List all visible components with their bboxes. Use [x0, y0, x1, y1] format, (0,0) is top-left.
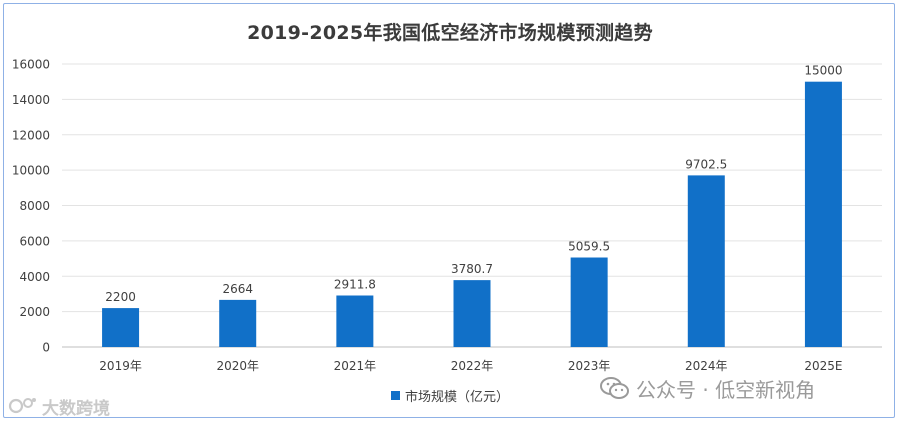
data-label: 2664	[222, 282, 253, 296]
x-tick-label: 2022年	[451, 359, 494, 373]
data-label: 2200	[105, 290, 136, 304]
watermark-right-text: 公众号 · 低空新视角	[636, 377, 816, 402]
chart-frame	[3, 3, 895, 418]
bars	[102, 81, 842, 347]
bar	[570, 257, 608, 347]
y-tick-label: 16000	[12, 58, 50, 72]
chart-title: 2019-2025年我国低空经济市场规模预测趋势	[247, 22, 653, 44]
y-tick-label: 10000	[12, 164, 50, 178]
data-label: 15000	[804, 64, 842, 78]
y-tick-label: 14000	[12, 93, 50, 107]
x-tick-label: 2019年	[99, 359, 142, 373]
y-tick-label: 2000	[19, 305, 50, 319]
bar	[687, 175, 725, 347]
y-tick-label: 6000	[19, 234, 50, 248]
legend-label: 市场规模（亿元）	[404, 390, 509, 405]
x-tick-label: 2024年	[685, 359, 728, 373]
y-axis-ticks: 0 2000 4000 6000 8000 10000 12000 14000 16000	[12, 58, 50, 355]
legend: 市场规模（亿元）	[0, 386, 900, 405]
data-labels: 2200 2664 2911.8 3780.7 5059.5 9702.5 15000	[105, 64, 842, 304]
y-tick-label: 4000	[19, 270, 50, 284]
bar	[336, 295, 374, 347]
brand-logo-icon	[8, 398, 36, 414]
y-tick-label: 12000	[12, 128, 50, 142]
y-tick-label: 0	[42, 341, 50, 355]
watermark-right: 公众号 · 低空新视角	[600, 375, 816, 402]
x-tick-label: 2020年	[216, 359, 259, 373]
x-tick-label: 2023年	[568, 359, 611, 373]
legend-swatch	[390, 391, 400, 400]
bar	[453, 280, 491, 347]
data-label: 9702.5	[685, 157, 727, 171]
bar	[219, 299, 257, 347]
bar	[102, 308, 140, 347]
wechat-icon	[600, 377, 629, 399]
data-label: 2911.8	[334, 277, 376, 291]
watermark-left-text: 大数跨境	[42, 398, 110, 419]
y-tick-label: 8000	[19, 199, 50, 213]
data-label: 3780.7	[451, 262, 493, 276]
watermark-left: 大数跨境	[8, 395, 110, 419]
x-tick-label: 2025E	[804, 359, 842, 373]
x-tick-label: 2021年	[334, 359, 377, 373]
bar	[804, 81, 842, 347]
data-label: 5059.5	[568, 240, 610, 254]
x-axis-ticks: 2019年 2020年 2021年 2022年 2023年 2024年 2025E	[99, 359, 842, 373]
